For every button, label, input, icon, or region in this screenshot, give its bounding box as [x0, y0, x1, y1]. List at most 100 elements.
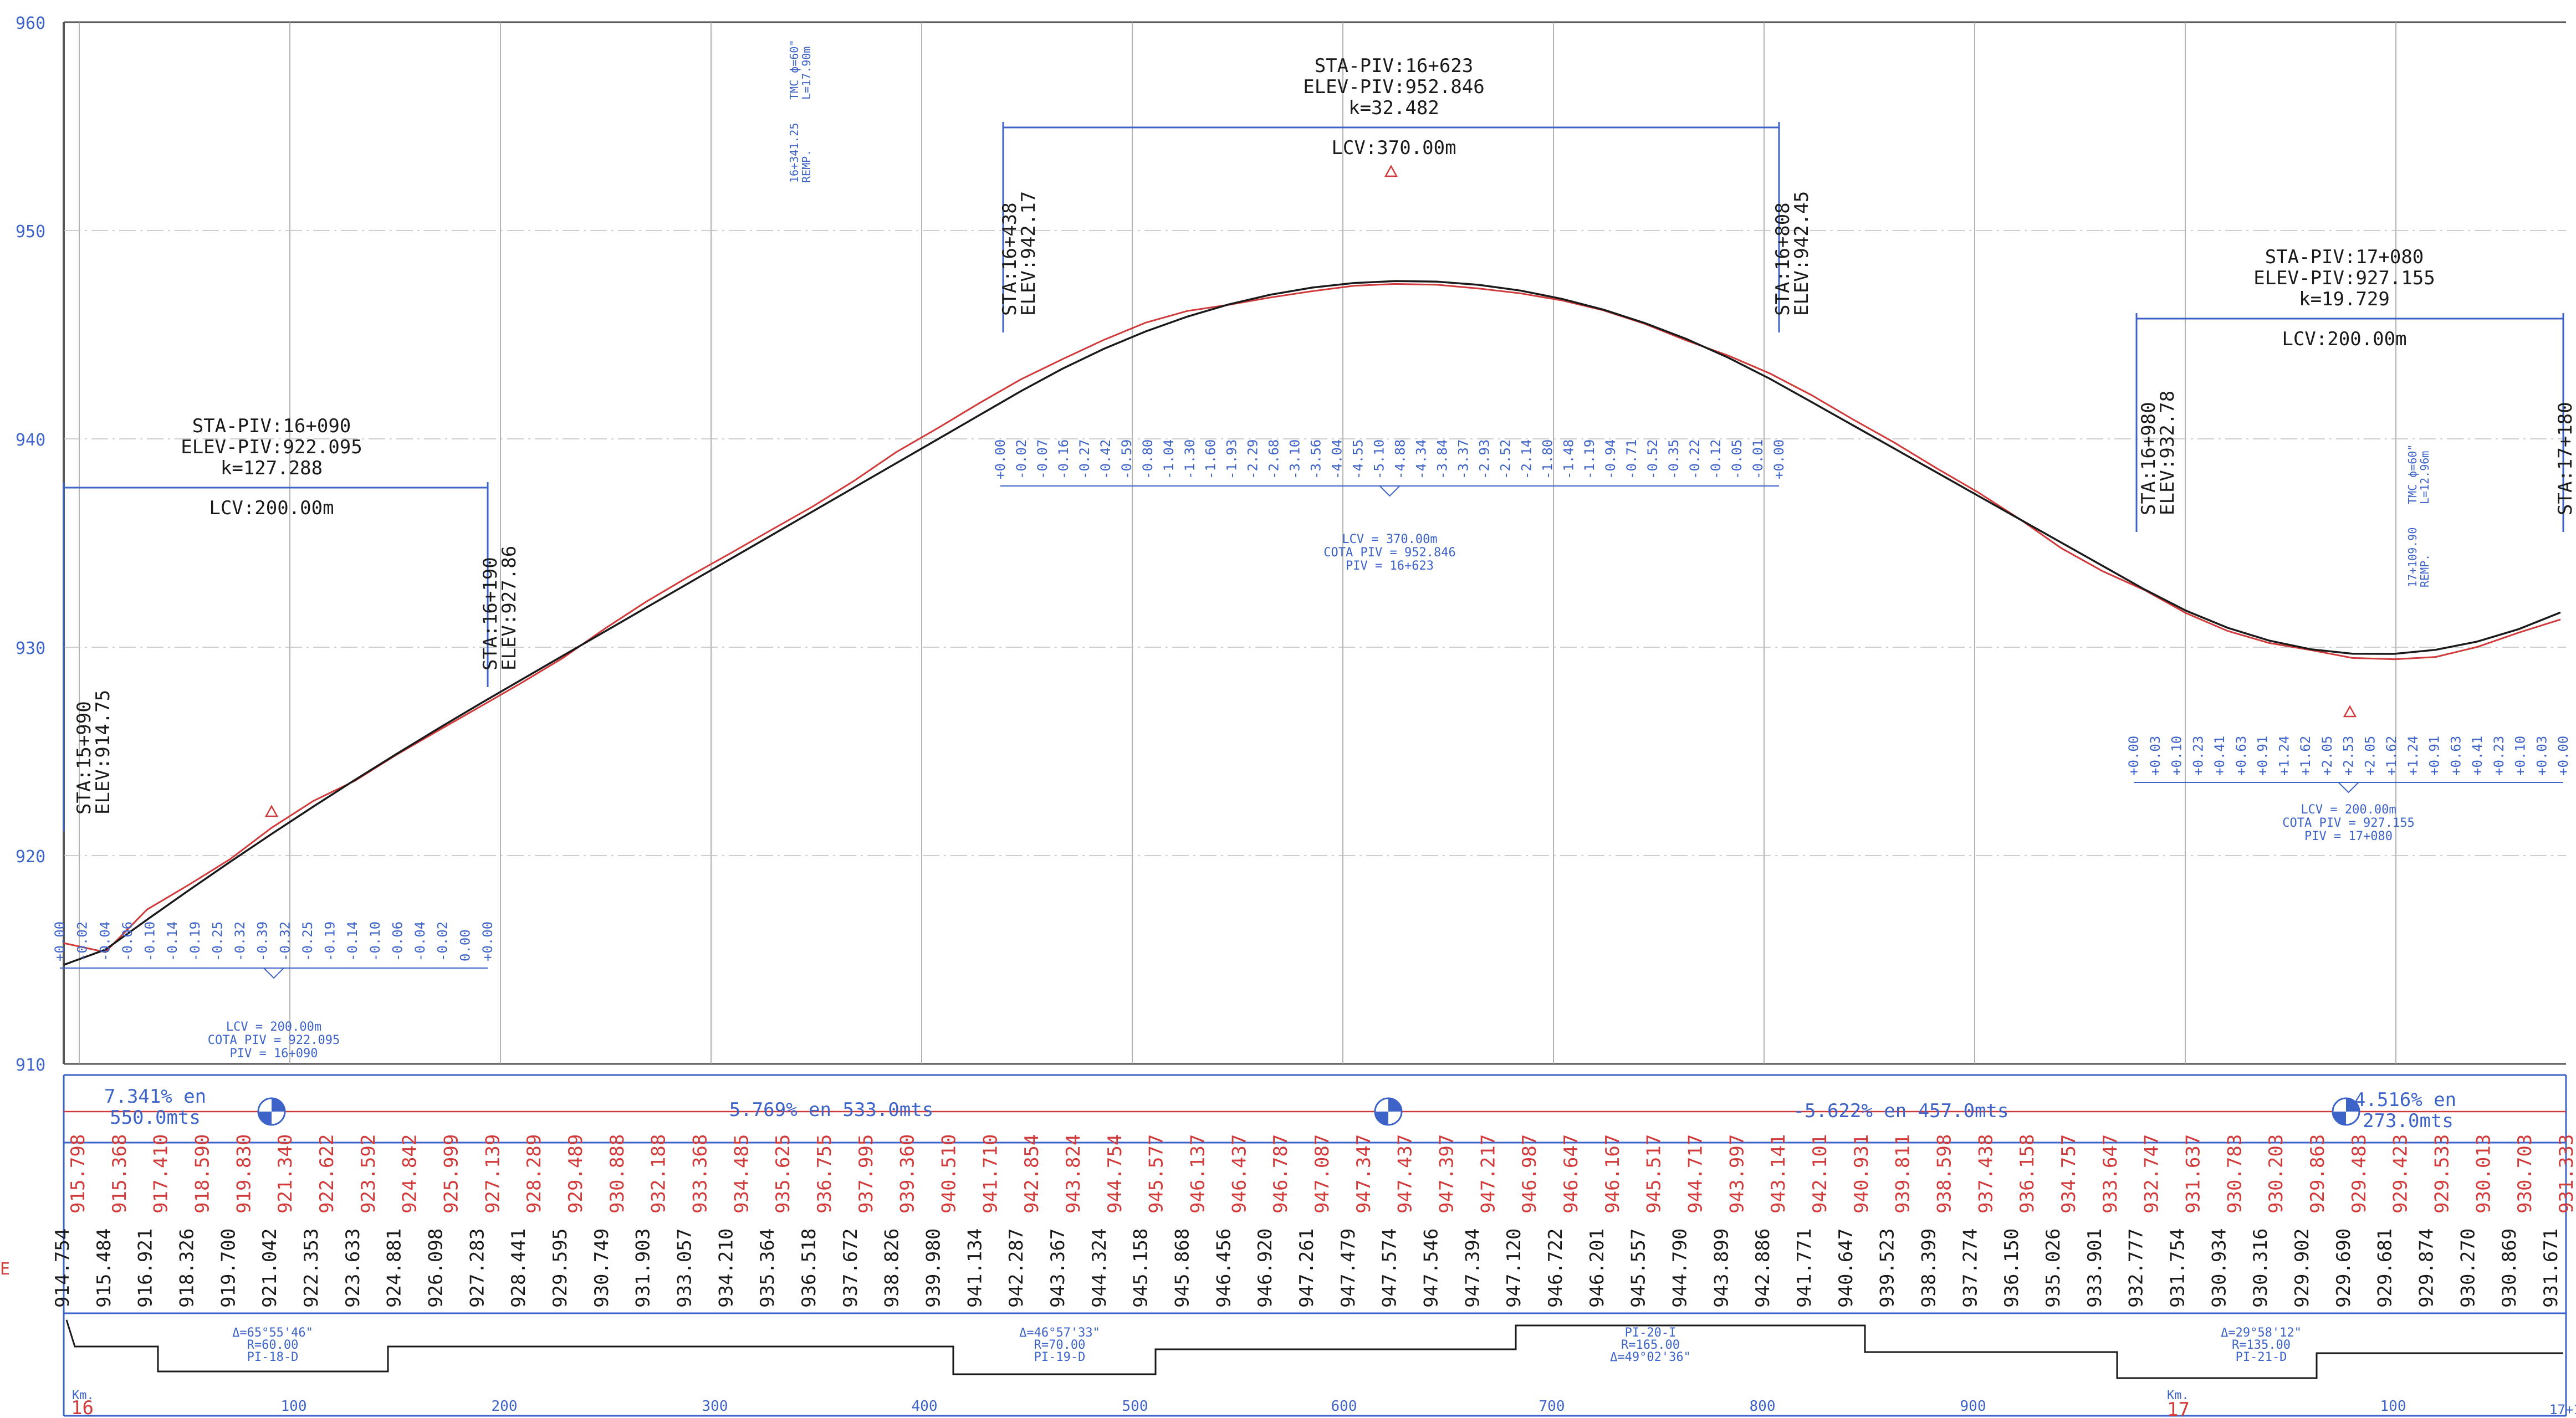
rasante-value: 940.510 [938, 1134, 960, 1214]
ordinate-offset: +1.24 [2276, 736, 2292, 776]
curve-summary-line: PIV = 16+090 [230, 1047, 318, 1061]
terreno-value: 918.326 [176, 1228, 198, 1308]
ordinate-offset: -2.52 [1497, 439, 1513, 479]
station-tick: 200 [492, 1398, 518, 1415]
vertical-grid [79, 22, 2396, 1064]
ordinate-offset: +2.05 [2319, 736, 2335, 776]
ordinate-offset: -0.04 [412, 922, 428, 961]
ordinate-offset: -2.93 [1476, 439, 1492, 479]
rasante-value: 938.598 [1934, 1134, 1956, 1214]
rasante-value: 943.141 [1767, 1134, 1790, 1214]
rasante-value: 932.747 [2141, 1134, 2163, 1214]
rasante-value: 917.410 [150, 1134, 172, 1214]
rasante-value: 930.888 [606, 1134, 628, 1214]
grade-label: 550.0mts [110, 1107, 201, 1129]
terreno-value: 926.098 [425, 1228, 447, 1308]
terreno-value: 936.150 [2001, 1228, 2023, 1308]
terreno-value: 945.868 [1172, 1228, 1194, 1308]
terreno-value: 935.364 [757, 1228, 779, 1308]
curve-k: k=19.729 [2299, 288, 2390, 310]
terreno-value: 937.274 [1959, 1228, 1981, 1308]
curve-summary-line: LCV = 200.00m [226, 1020, 321, 1034]
ordinate-offset: +0.00 [480, 922, 495, 961]
ordinate-offset: -4.04 [1330, 439, 1345, 479]
ordinate-offset: -1.48 [1561, 439, 1576, 479]
ordinate-offset: -4.34 [1413, 439, 1429, 479]
ordinate-offset: -0.39 [255, 922, 270, 961]
rasante-value: 929.863 [2307, 1134, 2329, 1214]
rasante-value: 937.438 [1975, 1134, 1997, 1214]
terreno-value: 924.881 [384, 1228, 406, 1308]
terreno-value: 931.754 [2167, 1228, 2189, 1308]
drawing-frame [63, 21, 2566, 1065]
ordinate-offset: +0.41 [2470, 736, 2485, 776]
ordinate-offset: +1.62 [2384, 736, 2399, 776]
ordinate-offset: +2.53 [2341, 736, 2357, 776]
station-tick: 300 [702, 1398, 728, 1415]
terreno-value: 933.057 [674, 1228, 696, 1308]
horizontal-curve-label: Δ=49°02'36" [1610, 1350, 1691, 1364]
ordinate-offset: -0.04 [97, 922, 113, 961]
alignment-line [65, 1319, 2563, 1379]
terreno-value: 930.749 [591, 1228, 613, 1308]
station-tick: 800 [1750, 1398, 1776, 1415]
grade-label: 273.0mts [2363, 1110, 2454, 1132]
ordinate-offset: -0.10 [142, 922, 158, 961]
station-tick: 100 [281, 1398, 307, 1415]
terreno-value: 947.574 [1379, 1228, 1401, 1308]
curve-k: k=127.288 [221, 457, 323, 479]
side-label: E [0, 1260, 10, 1279]
terreno-value: 930.316 [2250, 1228, 2272, 1308]
horizontal-curve-label: PI-18-D [247, 1350, 299, 1364]
ordinate-offset: +0.91 [2255, 736, 2271, 776]
ordinate-offset: -0.32 [277, 922, 293, 961]
km-17-label: 17 [2167, 1399, 2190, 1418]
curve-elev-piv: ELEV-PIV:952.846 [1303, 76, 1485, 98]
rasante-value: 941.710 [979, 1134, 1001, 1214]
station-tick: 400 [912, 1398, 938, 1415]
rasante-value: 931.637 [2183, 1134, 2205, 1214]
horizontal-curve-label: R=60.00 [247, 1338, 299, 1352]
rasante-value: 946.647 [1560, 1134, 1582, 1214]
rasante-value: 930.703 [2514, 1134, 2536, 1214]
rasante-value: 947.347 [1353, 1134, 1375, 1214]
ordinate-offset: -0.42 [1098, 439, 1113, 479]
terreno-value: 944.324 [1088, 1228, 1111, 1308]
terreno-value: 942.886 [1752, 1228, 1774, 1308]
km-16-label: 16 [71, 1397, 94, 1418]
terreno-value: 947.546 [1420, 1228, 1443, 1308]
ordinate-offset: -0.22 [1687, 439, 1703, 479]
y-tick-label: 940 [16, 431, 45, 450]
ordinate-offset: -0.02 [435, 922, 451, 961]
rasante-value: 935.625 [772, 1134, 794, 1214]
curve-sta-piv: STA-PIV:16+090 [192, 415, 351, 437]
evc-elevation: ELEV:942.45 [1791, 191, 1813, 316]
rasante-value: 921.340 [274, 1134, 297, 1214]
ordinate-offset: -0.32 [232, 922, 248, 961]
rasante-value: 929.533 [2431, 1134, 2454, 1214]
ordinate-offset: -3.84 [1434, 439, 1450, 479]
terreno-value: 938.826 [881, 1228, 903, 1308]
terreno-value: 931.903 [632, 1228, 655, 1308]
grade-label: 5.769% en 533.0mts [729, 1099, 933, 1121]
terreno-value: 945.557 [1628, 1228, 1650, 1308]
terreno-value: 921.042 [259, 1228, 281, 1308]
terreno-value: 936.518 [798, 1228, 820, 1308]
evc-elevation: ELEV:931.67 [2573, 391, 2576, 515]
ordinate-offset: -2.29 [1245, 439, 1261, 479]
ordinate-offset: -0.35 [1666, 439, 1681, 479]
benchmark-fill [258, 1098, 285, 1125]
rasante-value: 922.622 [316, 1134, 338, 1214]
rasante-value: 943.997 [1726, 1134, 1748, 1214]
benchmark-fill [2333, 1098, 2359, 1125]
rasante-value: 930.013 [2472, 1134, 2495, 1214]
terreno-value: 914.754 [52, 1228, 74, 1308]
terreno-value: 941.771 [1793, 1228, 1816, 1308]
